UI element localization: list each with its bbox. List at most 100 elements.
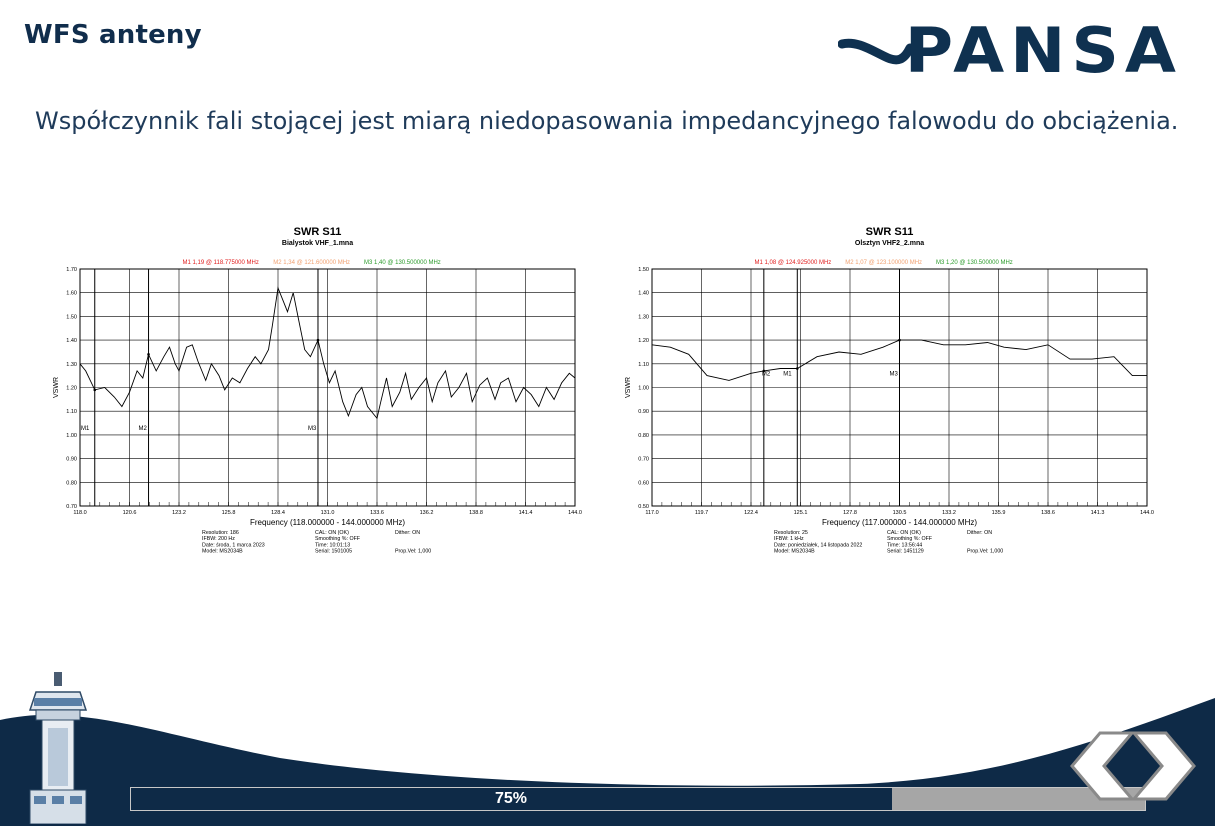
pansa-logo: PANSA bbox=[838, 14, 1188, 92]
control-tower-icon bbox=[28, 672, 88, 824]
chevron-left-icon bbox=[1070, 731, 1136, 801]
info-text: Dither: ON bbox=[395, 530, 420, 536]
chart-subtitle: Olsztyn VHF2_2.mna bbox=[855, 240, 924, 247]
y-tick-label: 1.00 bbox=[66, 433, 77, 439]
x-axis-label: Frequency (117.000000 - 144.000000 MHz) bbox=[822, 518, 977, 527]
x-tick-label: 144.0 bbox=[568, 510, 582, 516]
info-text: Serial: 1451129 bbox=[887, 549, 924, 555]
marker-point bbox=[898, 338, 901, 342]
y-tick-label: 1.60 bbox=[66, 291, 77, 297]
info-text: Resolution: 25 bbox=[774, 530, 808, 536]
x-tick-label: 141.3 bbox=[1091, 510, 1105, 516]
x-tick-label: 138.8 bbox=[469, 510, 483, 516]
marker-label: M1 bbox=[783, 372, 792, 378]
info-text: IFBW: 200 Hz bbox=[202, 536, 235, 542]
progress-label: 75% bbox=[494, 790, 528, 807]
info-text: Prop.Vel: 1,000 bbox=[967, 549, 1003, 555]
marker-label: M1 bbox=[81, 426, 90, 432]
y-tick-label: 0.90 bbox=[66, 457, 77, 463]
marker-label: M2 bbox=[762, 372, 771, 378]
x-tick-label: 125.8 bbox=[222, 510, 236, 516]
y-tick-label: 1.40 bbox=[638, 291, 649, 297]
marker-readout: M1 1,08 @ 124.925000 MHz bbox=[755, 260, 832, 266]
progress-bar: 75% bbox=[130, 787, 1146, 811]
x-tick-label: 133.6 bbox=[370, 510, 384, 516]
info-text: Time: 10:01:13 bbox=[315, 542, 350, 548]
slide-title: WFS anteny bbox=[24, 20, 202, 50]
y-tick-label: 1.10 bbox=[66, 409, 77, 415]
info-text: Model: MS2034B bbox=[774, 549, 815, 555]
x-tick-label: 131.0 bbox=[321, 510, 335, 516]
next-slide-button[interactable] bbox=[1130, 729, 1196, 803]
x-tick-label: 130.5 bbox=[893, 510, 907, 516]
marker-label: M3 bbox=[890, 372, 899, 378]
y-tick-label: 1.20 bbox=[66, 386, 77, 392]
marker-point bbox=[762, 369, 766, 373]
chart-svg: SWR S11 Olsztyn VHF2_2.mna M1 1,08 @ 124.9… bbox=[625, 226, 1154, 555]
x-tick-label: 117.0 bbox=[645, 510, 658, 516]
y-tick-label: 1.10 bbox=[638, 362, 649, 368]
info-text: Date: środa, 1 marca 2023 bbox=[202, 542, 265, 548]
chart-title: SWR S11 bbox=[866, 226, 914, 238]
marker-readout: M2 1,34 @ 121.600000 MHz bbox=[273, 260, 350, 266]
y-tick-label: 0.80 bbox=[638, 433, 649, 439]
x-tick-label: 138.6 bbox=[1041, 510, 1055, 516]
swr-series-line bbox=[79, 286, 576, 420]
logo-swoosh-icon bbox=[838, 38, 915, 65]
marker-readout: M1 1,19 @ 118.775000 MHz bbox=[183, 260, 259, 266]
x-tick-label: 123.2 bbox=[172, 510, 186, 516]
x-tick-label: 133.2 bbox=[942, 510, 956, 516]
y-tick-label: 1.50 bbox=[66, 314, 77, 320]
chart-svg: SWR S11 Bialystok VHF_1.mna M1 1,19 @ 118.… bbox=[53, 226, 582, 555]
x-axis-label: Frequency (118.000000 - 144.000000 MHz) bbox=[250, 518, 405, 527]
y-axis-label: VSWR bbox=[625, 377, 632, 398]
y-tick-label: 1.30 bbox=[66, 362, 77, 368]
info-text: Smoothing %: OFF bbox=[887, 536, 933, 542]
info-text: Prop.Vel: 1,000 bbox=[395, 549, 431, 555]
x-tick-label: 144.0 bbox=[1140, 510, 1154, 516]
y-tick-label: 0.70 bbox=[66, 504, 77, 510]
y-tick-label: 0.50 bbox=[638, 504, 649, 510]
y-tick-label: 1.30 bbox=[638, 314, 649, 320]
marker-point bbox=[316, 338, 320, 342]
info-text: Model: MS2034B bbox=[202, 549, 243, 555]
plot-frame bbox=[79, 268, 576, 507]
x-tick-label: 120.6 bbox=[123, 510, 137, 516]
x-tick-label: 118.0 bbox=[73, 510, 86, 516]
chart-subtitle: Bialystok VHF_1.mna bbox=[282, 240, 353, 247]
swr-series-line bbox=[651, 339, 1147, 381]
y-tick-label: 1.70 bbox=[66, 267, 77, 273]
progress-fill bbox=[131, 788, 892, 810]
info-text: Time: 13:56:44 bbox=[887, 542, 922, 548]
marker-point bbox=[93, 388, 97, 392]
y-tick-label: 1.40 bbox=[66, 338, 77, 344]
marker-readout: M3 1,40 @ 130.500000 MHz bbox=[364, 260, 441, 266]
y-tick-label: 0.70 bbox=[638, 457, 649, 463]
marker-label: M2 bbox=[139, 426, 148, 432]
info-text: Dither: ON bbox=[967, 530, 992, 536]
marker-readout: M2 1,07 @ 123.100000 MHz bbox=[845, 260, 922, 266]
swr-plot-olsztyn: SWR S11 Olsztyn VHF2_2.mna M1 1,08 @ 124.9… bbox=[612, 222, 1172, 567]
info-text: Date: poniedziałek, 14 listopada 2022 bbox=[774, 542, 862, 548]
y-tick-label: 0.90 bbox=[638, 409, 649, 415]
logo-text: PANSA bbox=[904, 13, 1182, 88]
info-text: CAL: ON (OK) bbox=[315, 530, 349, 536]
y-tick-label: 0.60 bbox=[638, 480, 649, 486]
x-tick-label: 125.1 bbox=[794, 510, 808, 516]
x-tick-label: 141.4 bbox=[519, 510, 533, 516]
x-tick-label: 128.4 bbox=[271, 510, 285, 516]
marker-label: M3 bbox=[308, 426, 317, 432]
info-text: Serial: 1501005 bbox=[315, 549, 352, 555]
x-tick-label: 127.8 bbox=[843, 510, 857, 516]
y-tick-label: 1.50 bbox=[638, 267, 649, 273]
marker-point bbox=[795, 367, 799, 370]
x-tick-label: 136.2 bbox=[420, 510, 434, 516]
chevron-right-icon bbox=[1130, 731, 1196, 801]
previous-slide-button[interactable] bbox=[1070, 729, 1136, 803]
y-tick-label: 0.80 bbox=[66, 480, 77, 486]
x-tick-label: 122.4 bbox=[744, 510, 758, 516]
y-axis-label: VSWR bbox=[53, 377, 60, 398]
y-tick-label: 1.20 bbox=[638, 338, 649, 344]
marker-point bbox=[147, 353, 150, 356]
x-tick-label: 119.7 bbox=[695, 510, 708, 516]
